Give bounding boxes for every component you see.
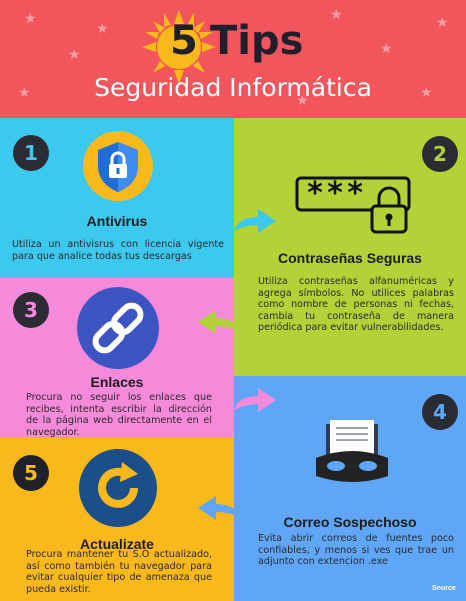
header-number: 5 [170,18,198,64]
tip-panel-enlaces: 3 Enlaces Procura no seguir los enlaces … [0,278,234,438]
header-banner: ★ ★ ★ ★ ★ ★ ★ ★ ★ 5 Tips Seguridad Infor… [0,0,466,118]
sun-icon [142,10,216,84]
star-icon: ★ [330,6,343,22]
tip-title: Correo Sospechoso [283,514,417,530]
arrow-left-icon [198,496,240,520]
star-icon: ★ [96,20,109,36]
tip-number-2: 2 [422,136,458,172]
star-icon: ★ [68,46,81,62]
tip-title: Actualizate [80,536,154,552]
tip-panel-correo: 4 Correo Sospechoso Evita abrir correos … [234,376,466,601]
tip-text: Procura mantener tu S.O actualizado, así… [26,549,212,595]
tip-panel-contrasenas: 2 *** Contraseñas Seguras Utiliza contra… [234,118,466,376]
arrow-right-icon [234,209,276,233]
password-lock-icon [295,176,411,234]
star-icon: ★ [420,84,433,100]
header-title: Tips [210,18,304,64]
star-icon: ★ [380,40,393,56]
tip-number-3: 3 [13,292,49,328]
star-icon: ★ [18,84,31,100]
tip-number-1: 1 [13,135,49,171]
tip-text: Procura no seguir los enlaces que recibe… [26,392,212,438]
tip-number-5: 5 [13,455,49,491]
star-icon: ★ [436,14,449,30]
masked-letter-icon [316,420,388,482]
tip-panel-actualizate: 5 Actualizate Procura mantener tu S.O ac… [0,438,234,601]
tip-panel-antivirus: 1 Antivirus Utiliza un antivisrus con li… [0,118,234,278]
header-subtitle: Seguridad Informática [94,73,372,102]
source-link[interactable]: Source [432,585,456,592]
tip-text: Utiliza contraseñas alfanuméricas y agre… [258,276,454,333]
tip-text: Utiliza un antivisrus con licencia vigen… [12,239,224,262]
refresh-icon [79,449,157,527]
tip-number-4: 4 [422,394,458,430]
tip-title: Antivirus [86,213,148,229]
tip-title: Contraseñas Seguras [278,250,422,266]
star-icon: ★ [296,92,309,108]
arrow-left-icon [198,310,240,334]
password-mask: *** [306,176,367,211]
star-icon: ★ [24,10,37,26]
arrow-right-icon [234,388,276,412]
chain-link-icon [77,287,159,369]
shield-lock-icon [83,131,153,201]
tip-text: Evita abrir correos de fuentes poco conf… [258,533,454,567]
tip-title: Enlaces [90,374,144,390]
